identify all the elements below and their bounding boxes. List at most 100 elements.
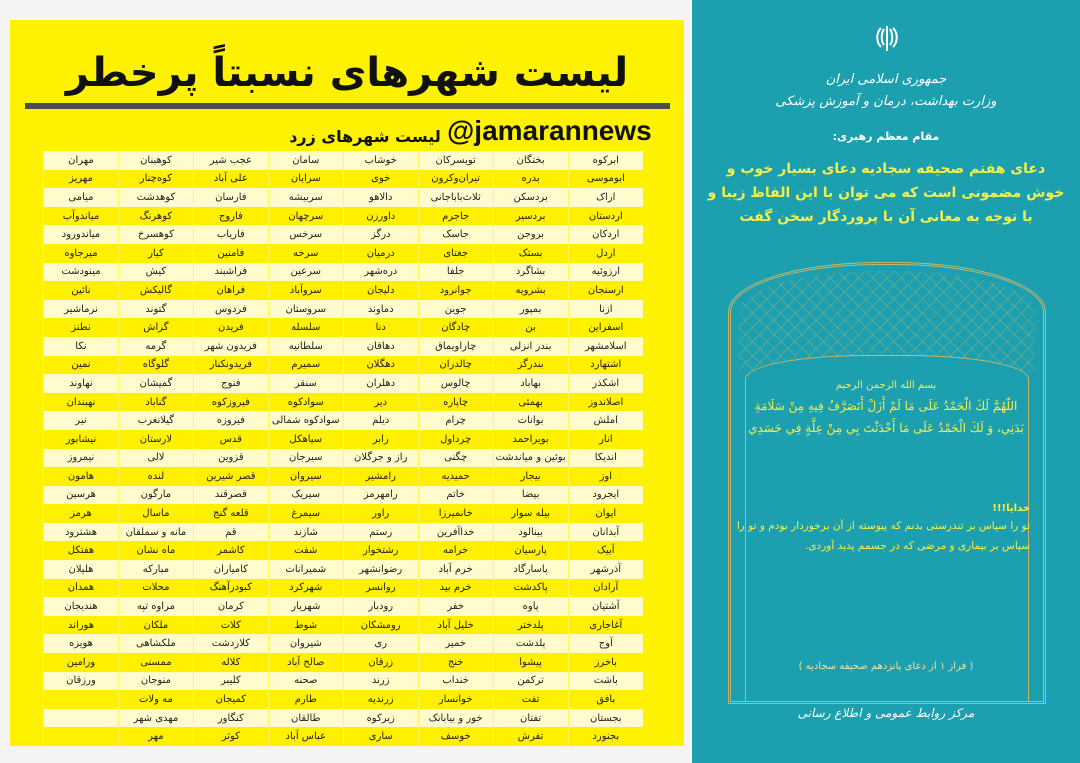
- city-cell: کوثر: [192, 727, 269, 746]
- city-cell: درگز: [342, 225, 419, 244]
- city-cell: شهریار: [267, 597, 344, 616]
- city-cell: پاسارگاد: [492, 560, 569, 579]
- city-cell: ابرکوه: [567, 151, 643, 170]
- table-row: آشتیان پاوه خفر رودبار شهریار کرمان مراوه تپه ه…: [43, 597, 643, 616]
- city-cell: دهاقان: [342, 336, 419, 356]
- city-cell: خوسف: [417, 727, 494, 746]
- city-cell: شمیرانات: [267, 560, 344, 579]
- city-cell: آبیک: [567, 541, 643, 561]
- city-cell: بشاگرد: [492, 262, 569, 282]
- city-cell: ایوان: [567, 504, 643, 523]
- table-row: آوج پلدشت خمیر ری شیروان کلاردشت ملکشاهی هویزه: [43, 634, 643, 654]
- city-cell: جغتای: [417, 243, 494, 263]
- city-cell: گناباد: [117, 392, 194, 412]
- city-cell: قم: [192, 522, 269, 542]
- city-cell: کیش: [117, 262, 194, 282]
- city-cell: هندیجان: [43, 597, 119, 616]
- table-title: لیست شهرهای زرد: [289, 127, 441, 146]
- city-cell: مراوه تپه: [117, 597, 194, 616]
- city-cell: گراش: [117, 318, 194, 337]
- city-cell: ارزوئیه: [567, 262, 643, 282]
- cities-table: ابرکوه بختگان تویسرکان خوشاب سامان عجب شیر کوه…: [43, 151, 643, 746]
- city-cell: شیروان: [267, 634, 344, 654]
- city-cell: هلیلان: [43, 560, 119, 579]
- city-cell: پاکدشت: [492, 578, 569, 598]
- yellow-cities-panel: لیست شهرهای نسبتاً پرخطر @jamarannews لی…: [10, 20, 684, 746]
- city-cell: دهلران: [342, 374, 419, 393]
- city-cell: تیران‌وکرون: [417, 169, 494, 189]
- city-cell: بشرویه: [492, 281, 569, 300]
- city-cell: طارم: [267, 690, 344, 709]
- cities-table-wrap: ابرکوه بختگان تویسرکان خوشاب سامان عجب شیر کوه…: [43, 151, 643, 746]
- city-cell: مانه و سملقان: [117, 522, 194, 542]
- city-cell: آذرشهر: [567, 560, 643, 579]
- city-cell: راز و جرگلان: [342, 448, 419, 468]
- city-cell: خفر: [417, 597, 494, 616]
- city-cell: بندرگز: [492, 355, 569, 375]
- city-cell: مارگون: [117, 485, 194, 505]
- city-cell: رومشکان: [342, 615, 419, 635]
- city-cell: سرعین: [267, 262, 344, 282]
- health-ministry-panel: جمهوری اسلامی ایران وزارت بهداشت، درمان …: [692, 0, 1080, 763]
- table-row: ایوان بیله سوار خانمیرزا راور سیمرغ قلعه گنج م…: [43, 504, 643, 523]
- city-cell: سمیرم: [267, 355, 344, 375]
- city-cell: بویراحمد: [492, 429, 569, 449]
- city-cell: ازنا: [567, 299, 643, 319]
- city-cell: طالقان: [267, 708, 344, 728]
- city-cell: تفرش: [492, 727, 569, 746]
- city-cell: خوانسار: [417, 690, 494, 709]
- city-cell: اراک: [567, 188, 643, 207]
- city-cell: رودبار: [342, 597, 419, 616]
- city-cell: بن: [492, 318, 569, 337]
- city-cell: پارسیان: [492, 541, 569, 561]
- city-cell: تفتان: [492, 708, 569, 728]
- city-cell: نیر: [43, 411, 119, 430]
- city-cell: بردسکن: [492, 188, 569, 207]
- city-cell: مهران: [43, 151, 119, 170]
- city-cell: دماوند: [342, 299, 419, 319]
- city-cell: سرخه: [267, 243, 344, 263]
- arch-inner: [745, 355, 1029, 701]
- table-row: انار بویراحمد چرداول رابر سیاهکل قدس لارستان نی…: [43, 429, 643, 449]
- city-cell: لارستان: [117, 429, 194, 449]
- city-cell: زیرکوه: [342, 708, 419, 728]
- city-cell: مهدی شهر: [117, 708, 194, 728]
- city-cell: دلیجان: [342, 281, 419, 300]
- city-cell: باشت: [567, 671, 643, 691]
- city-cell: کنگاور: [192, 708, 269, 728]
- city-cell: نائین: [43, 281, 119, 300]
- city-cell: محلات: [117, 578, 194, 598]
- city-cell: فراشبند: [192, 262, 269, 282]
- city-cell: چالوس: [417, 374, 494, 393]
- city-cell: آشتیان: [567, 597, 643, 616]
- city-cell: خلیل آباد: [417, 615, 494, 635]
- table-row: بافق تفت خوانسار زرندیه طارم کمیجان مه ولات: [43, 690, 643, 709]
- city-cell: بهاباد: [492, 374, 569, 393]
- city-cell: اسفراین: [567, 318, 643, 337]
- city-cell: نیمروز: [43, 448, 119, 468]
- city-cell: ارسنجان: [567, 281, 643, 300]
- city-cell: جلفا: [417, 262, 494, 282]
- city-cell: پلدختر: [492, 615, 569, 635]
- city-cell: شهرکرد: [267, 578, 344, 598]
- city-cell: سنقر: [267, 374, 344, 393]
- table-row: آبدانان بینالود خداآفرین رستم شازند قم مانه و …: [43, 522, 643, 542]
- city-cell: اصلاندوز: [567, 392, 643, 412]
- city-cell: شفت: [267, 541, 344, 561]
- city-cell: اردل: [567, 243, 643, 263]
- city-cell: خرم بید: [417, 578, 494, 598]
- city-cell: سربیشه: [267, 188, 344, 207]
- city-cell: هفتکل: [43, 541, 119, 561]
- city-cell: ملکشاهی: [117, 634, 194, 654]
- prayer-heading: خدایا!!!: [992, 503, 1030, 514]
- city-cell: املش: [567, 411, 643, 430]
- city-cell: کبودرآهنگ: [192, 578, 269, 598]
- city-cell: رضوانشهر: [342, 560, 419, 579]
- city-cell: [43, 708, 119, 728]
- city-cell: میامی: [43, 188, 119, 207]
- org-line-2: وزارت بهداشت، درمان و آموزش پزشکی: [775, 94, 997, 109]
- city-cell: رشتخوار: [342, 541, 419, 561]
- decorative-arch-frame: [728, 262, 1046, 704]
- city-cell: فاریاب: [192, 225, 269, 244]
- city-cell: سیمرغ: [267, 504, 344, 523]
